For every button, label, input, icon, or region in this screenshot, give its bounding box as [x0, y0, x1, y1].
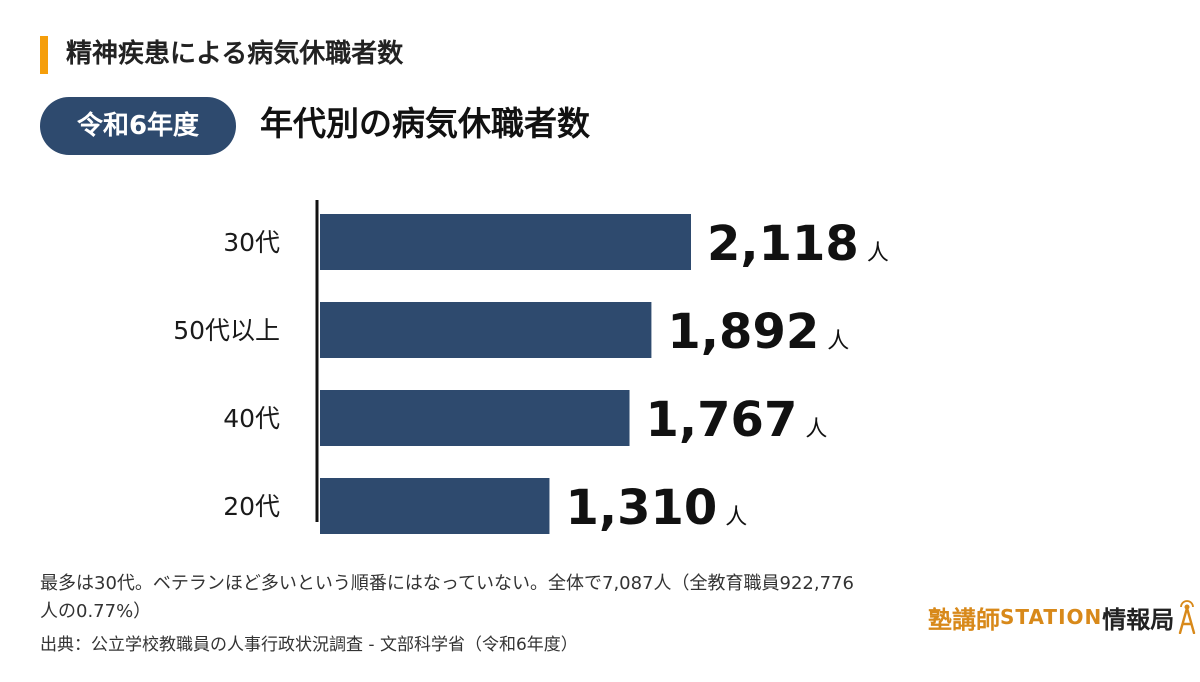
category-label: 20代 [223, 492, 280, 521]
page-title: 精神疾患による病気休職者数 [66, 39, 404, 69]
unit-label: 人 [805, 417, 827, 442]
brand-logo: 塾講師 STATION 情報局 [928, 598, 1198, 636]
data-label: 1,767 [646, 392, 798, 448]
data-label: 1,310 [565, 480, 717, 535]
radio-tower-icon [1179, 600, 1196, 634]
chart-title: 年代別の病気休職者数 [260, 104, 590, 143]
header-accent-bar [40, 36, 48, 74]
data-label: 1,892 [667, 304, 819, 360]
unit-label: 人 [867, 241, 889, 266]
unit-label: 人 [725, 505, 747, 530]
logo-text-station: STATION [1000, 605, 1103, 629]
bar [320, 214, 691, 270]
summary-note: 最多は30代。ベテランほど多いという順番にはなっていない。全体で7,087人（全… [40, 573, 854, 622]
category-label: 40代 [223, 404, 280, 433]
data-label: 2,118 [707, 216, 859, 272]
logo-text-part2: 情報局 [1102, 605, 1175, 634]
bar [320, 478, 550, 534]
bar-chart: 30代 2,118 人 50代以上 1,892 人 40代 1,767 人 20代 1,310 人 [173, 200, 889, 535]
bar [320, 302, 652, 358]
category-label: 30代 [223, 228, 280, 257]
unit-label: 人 [827, 329, 849, 354]
source-citation: 出典：公立学校教職員の人事行政状況調査 - 文部科学省（令和6年度） [40, 635, 578, 655]
year-badge: 令和6年度 [40, 97, 236, 155]
logo-text-part1: 塾講師 [928, 605, 1000, 634]
category-label: 50代以上 [173, 316, 280, 345]
bar [320, 390, 630, 446]
bars-layer: 30代 2,118 人 50代以上 1,892 人 40代 1,767 人 20代 1,310 人 [173, 214, 889, 535]
